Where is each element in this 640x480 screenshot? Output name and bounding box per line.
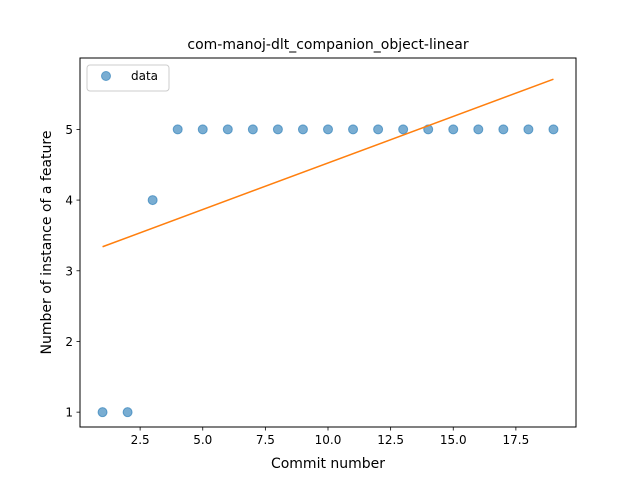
data-point [222, 124, 233, 135]
data-point [348, 124, 359, 135]
chart-title: com-manoj-dlt_companion_object-linear [187, 37, 468, 53]
data-point [323, 124, 333, 135]
x-tick-label: 15.0 [440, 433, 467, 447]
x-tick-label: 7.5 [256, 433, 275, 447]
data-point [272, 124, 283, 135]
fit-line [102, 78, 554, 248]
y-tick-label: 5 [65, 123, 73, 137]
data-point [498, 124, 509, 135]
y-tick-label: 1 [65, 406, 73, 420]
x-tick-label: 12.5 [377, 433, 404, 447]
x-tick-label: 10.0 [315, 433, 342, 447]
plot-background [80, 58, 576, 427]
data-point [122, 407, 133, 418]
plot-area [79, 57, 577, 428]
x-tick-label: 5.0 [193, 433, 212, 447]
data-point [523, 124, 534, 135]
data-point [297, 124, 308, 135]
data-point [473, 124, 484, 135]
data-point [373, 124, 384, 135]
x-tick-label: 2.5 [131, 433, 150, 447]
data-point [97, 407, 108, 418]
data-point [548, 124, 559, 135]
chart-marks [97, 78, 559, 418]
y-tick-label: 2 [65, 335, 73, 349]
legend: data [86, 64, 170, 92]
data-point [247, 124, 258, 135]
data-point [197, 124, 208, 135]
y-tick-label: 3 [65, 264, 73, 278]
x-tick-label: 17.5 [503, 433, 530, 447]
legend-marker [101, 71, 111, 81]
y-axis: 1 2 3 4 5 [65, 123, 80, 420]
y-tick-label: 4 [65, 194, 73, 208]
data-point [147, 195, 158, 206]
x-axis-label: Commit number [271, 456, 385, 472]
x-axis: 2.5 5.0 7.5 10.0 12.5 15.0 17.5 [131, 427, 530, 447]
data-point [172, 124, 183, 135]
data-point [448, 124, 459, 135]
y-axis-label: Number of instance of a feature [39, 131, 55, 355]
data-point [398, 124, 409, 135]
legend-label: data [131, 69, 158, 83]
